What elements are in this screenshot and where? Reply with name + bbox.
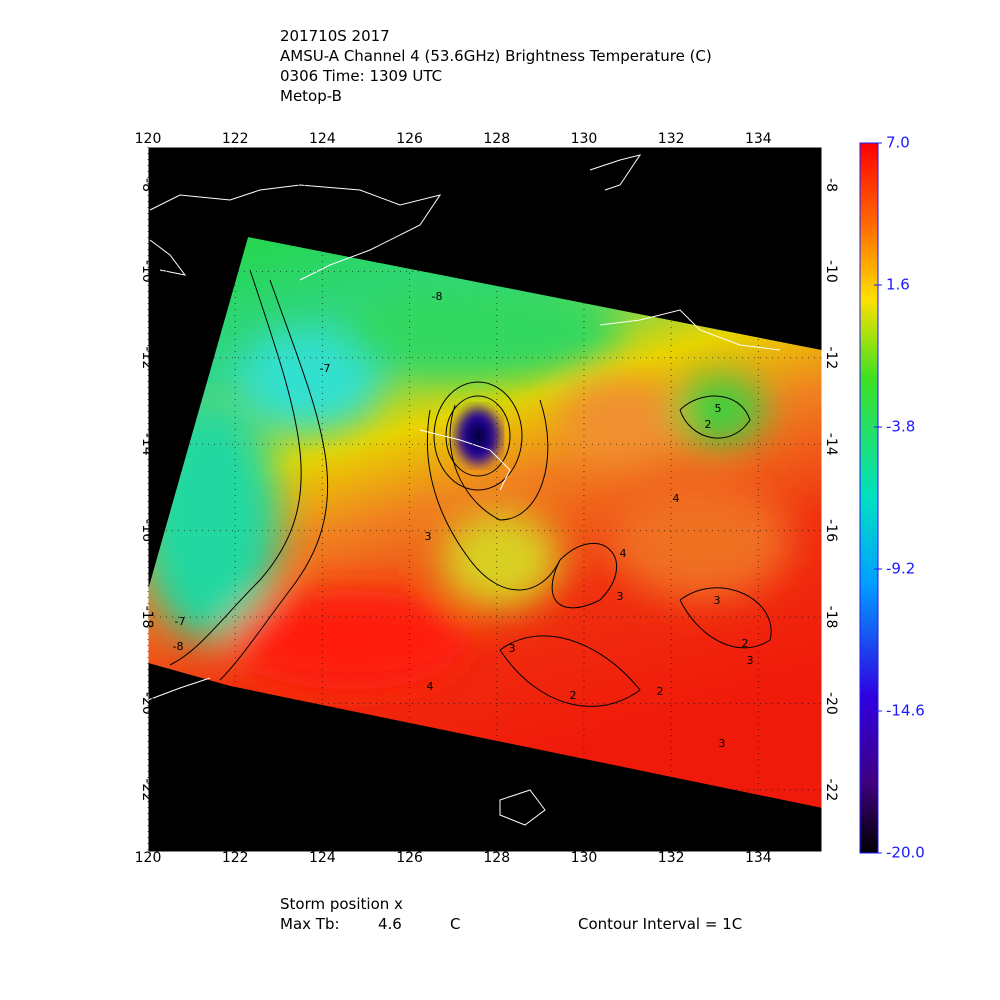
lon-tick-label: 126 [396,131,423,147]
lat-tick-label: -12 [139,346,155,369]
max-tb-value: 4.6 [378,915,402,933]
contour-label: -7 [175,615,186,628]
lon-tick-label: 132 [658,131,685,147]
lat-tick-label: -10 [139,260,155,283]
colorbar-label: 7.0 [886,134,910,152]
max-tb-unit: C [450,915,460,933]
contour-label: 2 [570,689,577,702]
lon-tick-label: 134 [745,850,772,866]
colorbar-label: -3.8 [886,418,915,436]
lat-tick-label: -8 [823,178,839,192]
lat-tick-label: -18 [823,606,839,629]
title-line: AMSU-A Channel 4 (53.6GHz) Brightness Te… [280,47,712,65]
colorbar-label: -9.2 [886,560,915,578]
contour-interval: Contour Interval = 1C [578,915,742,933]
contour-label: 3 [509,642,516,655]
contour-label: 3 [425,530,432,543]
lon-tick-label: 122 [222,131,249,147]
lat-tick-label: -14 [139,433,155,456]
lon-tick-label: 124 [309,131,336,147]
colorbar-label: 1.6 [886,276,910,294]
lat-tick-label: -10 [823,260,839,283]
coastline [147,154,781,826]
lon-tick-label: 124 [309,850,336,866]
lon-tick-label: 130 [571,850,598,866]
contour-label: -8 [173,640,184,653]
contour-label: -7 [320,362,331,375]
contour-label: 3 [747,654,754,667]
lat-tick-label: -22 [823,778,839,801]
title-line: 201710S 2017 [280,27,390,45]
lon-tick-label: 128 [483,131,510,147]
lat-tick-label: -16 [139,519,155,542]
lon-tick-label: 122 [222,850,249,866]
colorbar-label: -14.6 [886,702,925,720]
lat-tick-label: -16 [823,519,839,542]
contour-label: 4 [427,680,434,693]
contour-label: -8 [432,290,443,303]
title-line: 0306 Time: 1309 UTC [280,67,442,85]
lat-tick-label: -22 [139,778,155,801]
lon-tick-label: 134 [745,131,772,147]
contour-label: 3 [719,737,726,750]
contour-label: 4 [673,492,680,505]
lat-tick-label: -8 [139,178,155,192]
lat-tick-label: -20 [823,692,839,715]
title-line: Metop-B [280,87,342,105]
lon-tick-label: 132 [658,850,685,866]
contour-label: 2 [742,637,749,650]
contour-label: 3 [617,590,624,603]
contour-label: 2 [657,685,664,698]
contour-label: 2 [705,418,712,431]
lat-tick-label: -20 [139,692,155,715]
lat-tick-label: -18 [139,606,155,629]
contour-label: 4 [620,547,627,560]
storm-position: Storm position x [280,895,403,913]
lon-tick-label: 130 [571,131,598,147]
lat-tick-label: -14 [823,433,839,456]
lon-tick-label: 120 [135,850,162,866]
max-tb-label: Max Tb: [280,915,340,933]
lon-tick-label: 126 [396,850,423,866]
map-border [147,146,823,853]
contour-label: 5 [715,402,722,415]
contour-label: 3 [714,594,721,607]
lon-tick-label: 128 [483,850,510,866]
lat-tick-label: -12 [823,346,839,369]
colorbar-label: -20.0 [886,844,925,862]
lon-tick-label: 120 [135,131,162,147]
colorbar [859,142,879,854]
